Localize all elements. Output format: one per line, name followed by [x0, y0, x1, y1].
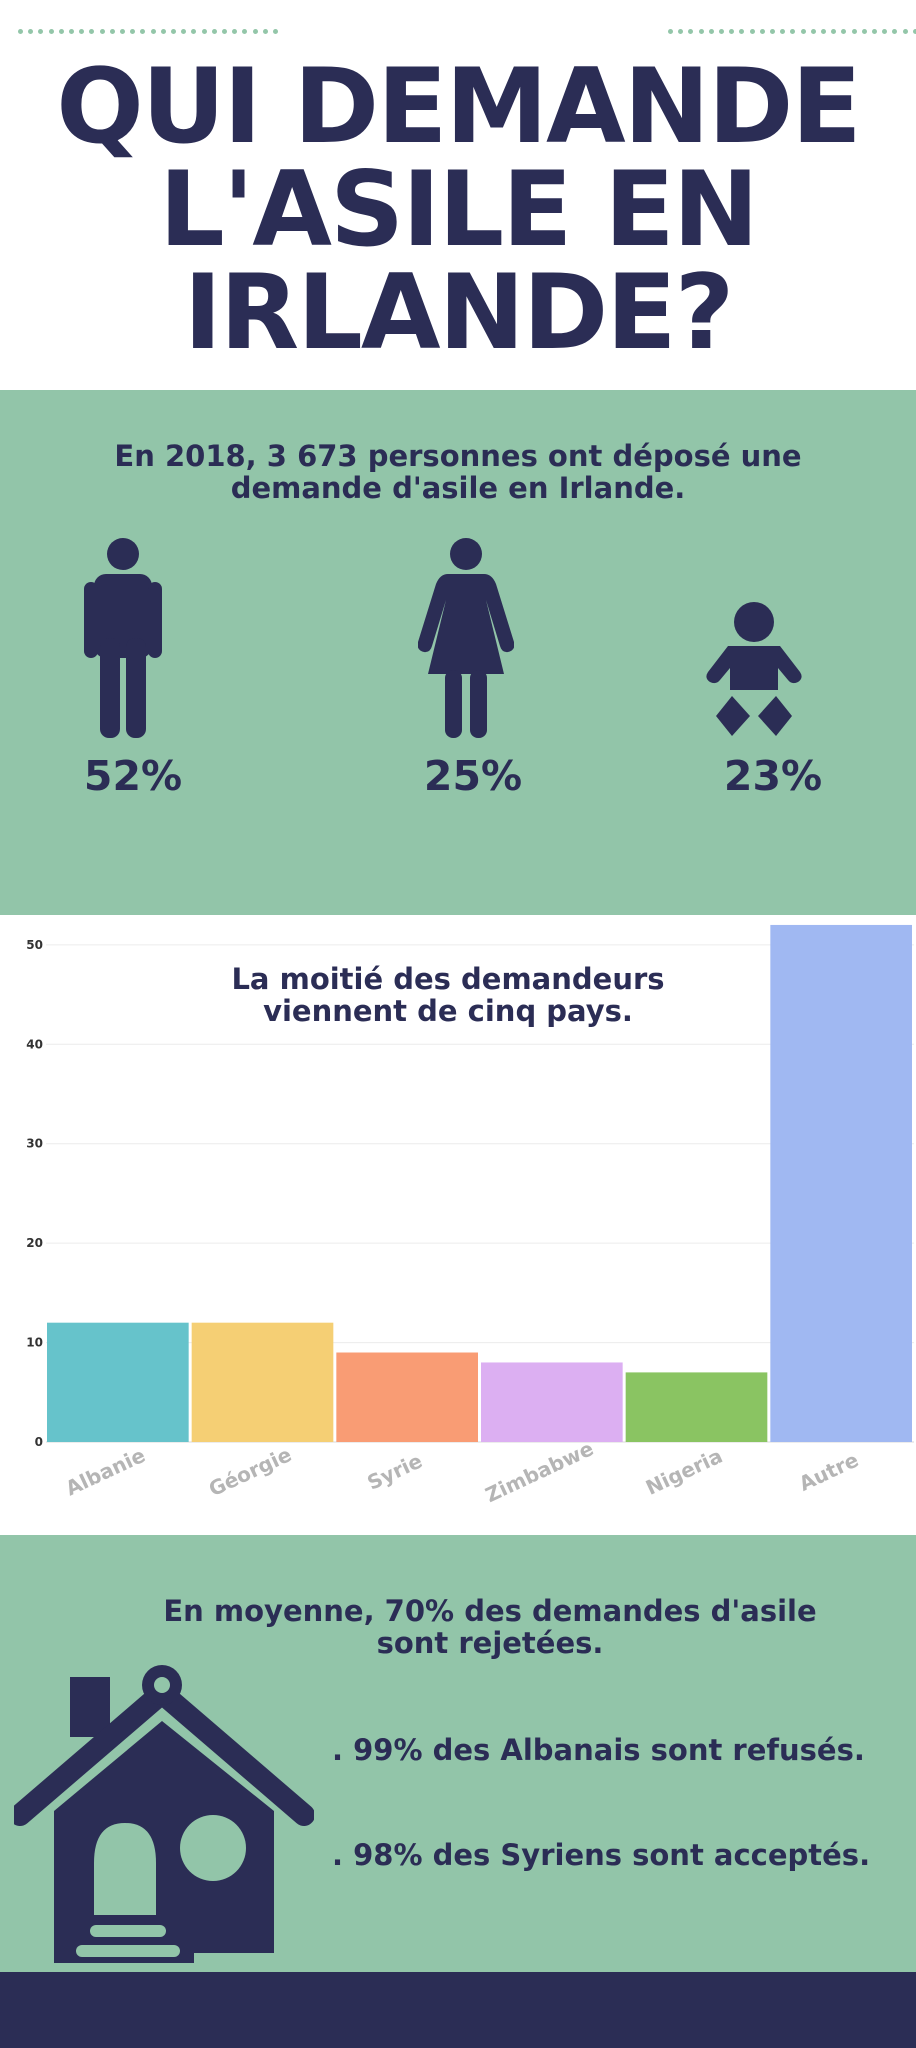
rejection-rate: En moyenne, 70% des demandes d'asile son… — [160, 1595, 820, 1659]
bar — [191, 1322, 334, 1442]
decorative-dot — [99, 29, 105, 34]
decorative-dot — [892, 29, 898, 34]
decorative-dot — [719, 29, 724, 34]
decorative-dot — [851, 29, 857, 34]
decorative-dot — [668, 29, 673, 34]
decorative-dot — [780, 29, 786, 34]
decorative-dot — [58, 29, 64, 34]
house-icon — [14, 1665, 314, 1963]
title-line: IRLANDE? — [183, 253, 735, 373]
chart-title-line: La moitié des demandeurs — [231, 962, 665, 996]
men-percent: 52% — [83, 752, 183, 800]
decorative-dot — [882, 29, 888, 34]
x-tick-label: Syrie — [363, 1449, 425, 1495]
decorative-dot — [861, 29, 867, 34]
bar — [481, 1362, 623, 1442]
children-percent: 23% — [723, 752, 823, 800]
demographics-section: En 2018, 3 673 personnes ont déposé une … — [0, 390, 916, 915]
man-icon — [84, 538, 162, 738]
decorative-dot — [912, 29, 916, 34]
decorative-dot — [130, 29, 136, 34]
outcomes-section: En moyenne, 70% des demandes d'asile son… — [0, 1535, 916, 1972]
intro-line: demande d'asile en Irlande. — [230, 471, 686, 505]
title-line: QUI DEMANDE — [56, 47, 862, 167]
decorative-dot — [708, 29, 714, 34]
x-tick-label: Albanie — [62, 1443, 149, 1501]
decorative-dot — [140, 29, 146, 34]
decorative-dot — [171, 29, 176, 34]
decorative-dot — [232, 29, 238, 34]
demographics-intro: En 2018, 3 673 personnes ont déposé une … — [100, 440, 816, 504]
decorative-dot — [262, 29, 268, 34]
decorative-dot — [28, 29, 34, 34]
rejection-line: sont rejetées. — [376, 1626, 604, 1660]
y-tick-label: 40 — [26, 1037, 43, 1051]
bar — [625, 1372, 768, 1442]
page-title: QUI DEMANDE L'ASILE EN IRLANDE? — [0, 56, 916, 365]
syrians-fact: . 98% des Syriens sont acceptés. — [332, 1838, 871, 1872]
y-tick-label: 20 — [26, 1236, 43, 1250]
decorative-dot — [109, 29, 115, 34]
woman-icon — [418, 538, 514, 738]
decorative-dot — [38, 29, 44, 34]
footer-bar — [0, 1972, 916, 2048]
decorative-dot — [120, 29, 125, 34]
decorative-dot — [191, 29, 197, 34]
x-tick-label: Nigeria — [642, 1444, 726, 1500]
decorative-dot — [800, 29, 806, 34]
decorative-dot — [831, 29, 837, 34]
decorative-dots-left — [18, 29, 278, 39]
decorative-dot — [821, 29, 826, 34]
decorative-dot — [902, 29, 908, 34]
decorative-dot — [810, 29, 816, 34]
rejection-line: En moyenne, 70% des demandes d'asile — [163, 1594, 817, 1628]
decorative-dot — [48, 29, 54, 34]
y-tick-label: 10 — [26, 1336, 43, 1350]
x-tick-label: Zimbabwe — [482, 1436, 598, 1507]
albanians-fact: . 99% des Albanais sont refusés. — [332, 1733, 865, 1767]
decorative-dot — [749, 29, 755, 34]
decorative-dots-right — [668, 29, 916, 39]
decorative-dot — [770, 29, 775, 34]
decorative-dot — [18, 29, 23, 34]
decorative-dot — [729, 29, 735, 34]
y-tick-label: 30 — [26, 1137, 43, 1151]
bar — [336, 1352, 478, 1442]
decorative-dot — [698, 29, 704, 34]
baby-icon — [706, 602, 802, 736]
decorative-dot — [739, 29, 745, 34]
decorative-dot — [688, 29, 694, 34]
bar-chart: 0 10 20 30 40 50 Albanie Géorgie Syrie Zimbabwe Ni… — [26, 924, 914, 1507]
decorative-dot — [790, 29, 796, 34]
chart-title: La moitié des demandeurs viennent de cin… — [200, 963, 696, 1027]
header: QUI DEMANDE L'ASILE EN IRLANDE? — [0, 0, 916, 390]
decorative-dot — [181, 29, 187, 34]
decorative-dot — [872, 29, 877, 34]
bar — [47, 1322, 189, 1442]
title-line: L'ASILE EN — [159, 150, 759, 270]
decorative-dot — [841, 29, 847, 34]
decorative-dot — [150, 29, 156, 34]
countries-chart: 0 10 20 30 40 50 Albanie Géorgie Syrie Zimbabwe Ni… — [0, 915, 916, 1535]
decorative-dot — [222, 29, 227, 34]
decorative-dot — [160, 29, 166, 34]
decorative-dot — [69, 29, 74, 34]
decorative-dot — [211, 29, 217, 34]
y-tick-label: 50 — [26, 938, 43, 952]
decorative-dot — [252, 29, 258, 34]
decorative-dot — [273, 29, 278, 34]
women-percent: 25% — [423, 752, 523, 800]
x-tick-label: Géorgie — [205, 1442, 295, 1501]
chart-title-line: viennent de cinq pays. — [263, 994, 633, 1028]
decorative-dot — [759, 29, 765, 34]
intro-line: En 2018, 3 673 personnes ont déposé une — [114, 439, 802, 473]
x-tick-label: Autre — [795, 1448, 862, 1496]
bar — [770, 924, 912, 1442]
decorative-dot — [201, 29, 207, 34]
decorative-dot — [89, 29, 95, 34]
decorative-dot — [242, 29, 248, 34]
y-tick-label: 0 — [35, 1435, 43, 1449]
decorative-dot — [678, 29, 684, 34]
decorative-dot — [79, 29, 85, 34]
